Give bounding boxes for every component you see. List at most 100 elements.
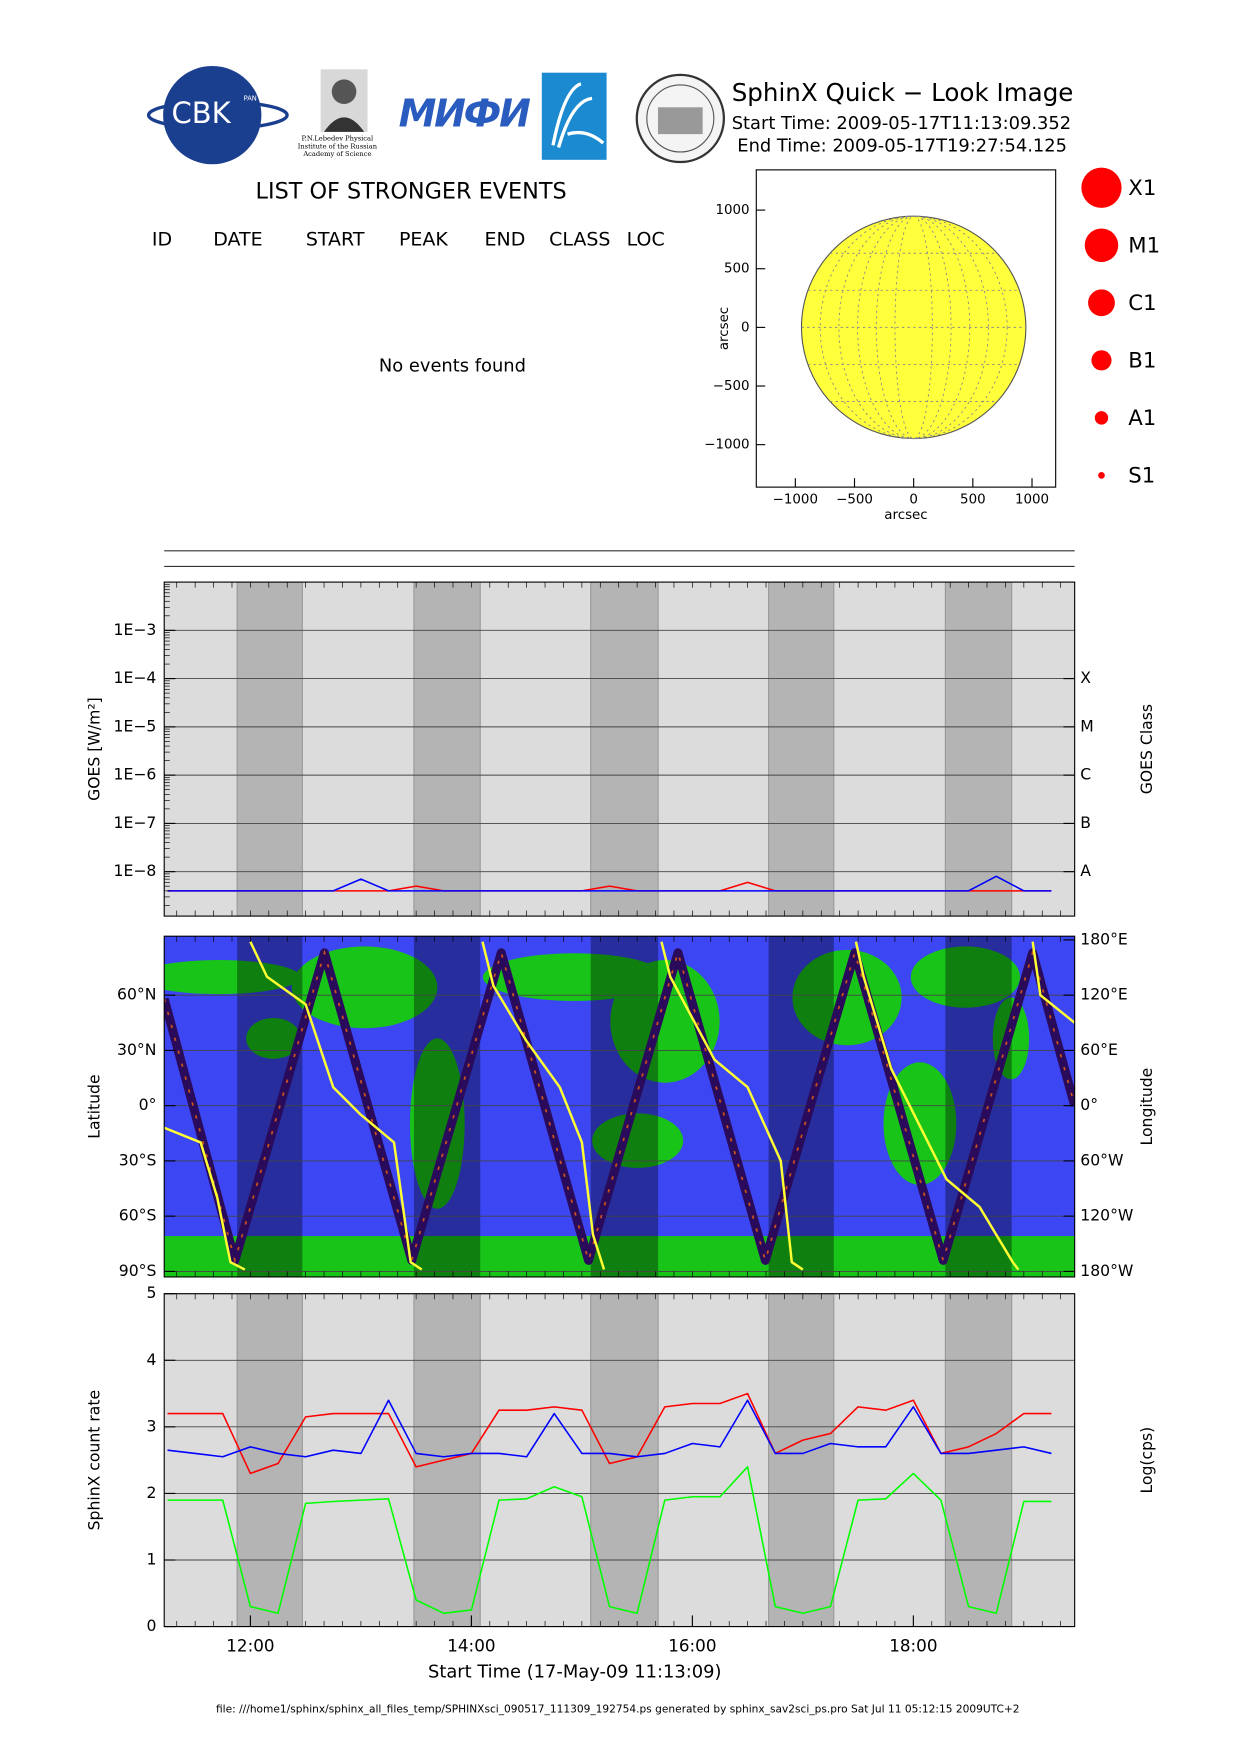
y-tick-label: 1E−8 [114, 861, 157, 880]
legend-marker [1081, 167, 1122, 208]
disk-meridian [894, 215, 933, 440]
y-tick-label: 60°S [119, 1206, 157, 1225]
y-axis-title: GOES [W/m²] [84, 697, 103, 801]
x-tick-label: 14:00 [447, 1636, 495, 1656]
land [246, 1017, 301, 1059]
y-tick-label: −1000 [704, 438, 749, 453]
y-tick-label: 0 [741, 320, 750, 335]
y2-axis-title: Log(cps) [1137, 1427, 1156, 1494]
y-tick-label: 500 [724, 262, 750, 277]
land [164, 1236, 1075, 1277]
column-header: END [485, 229, 526, 251]
plot-area [164, 582, 1075, 917]
shaded-interval [944, 1293, 1013, 1627]
series-line [167, 875, 1052, 892]
x-tick-label: 1000 [1015, 492, 1049, 507]
start-time: Start Time: 2009-05-17T11:13:09.352 [732, 113, 1071, 134]
y-axis-title: Latitude [84, 1074, 103, 1138]
x-axis-title: Start Time (17-May-09 11:13:09) [428, 1661, 721, 1682]
legend-label: A1 [1128, 406, 1156, 431]
logo-text: PAN [244, 94, 257, 102]
portrait-head [331, 79, 357, 104]
column-header: ID [152, 229, 172, 251]
portrait-body [323, 117, 365, 132]
class-tick-label: M [1080, 716, 1093, 735]
shaded-interval [236, 1293, 303, 1627]
y-axis-title: arcsec [717, 307, 732, 350]
series-line [167, 1399, 1052, 1458]
y-tick-label: 5 [146, 1283, 156, 1302]
caption: Academy of Science [302, 150, 371, 158]
plot-area [164, 1293, 1075, 1627]
class-tick-label: A [1080, 861, 1091, 880]
shaded-interval [944, 582, 1013, 917]
plot-frame [163, 1293, 1076, 1628]
y2-tick-label: 60°W [1080, 1150, 1123, 1169]
events-title: LIST OF STRONGER EVENTS [256, 179, 567, 205]
caption: Institute of the Russian [298, 142, 378, 150]
seal-inner [646, 84, 715, 153]
x-tick-label: 500 [960, 492, 986, 507]
y-tick-label: 1E−7 [114, 813, 157, 832]
y2-axis-title: GOES Class [1137, 704, 1156, 794]
y-tick-label: 60°N [117, 985, 156, 1004]
y-tick-label: 0° [139, 1095, 157, 1114]
x-tick-label: 18:00 [889, 1636, 937, 1656]
seal-building [657, 107, 703, 135]
y-tick-label: 90°S [119, 1261, 157, 1280]
land [164, 960, 301, 995]
y2-tick-label: 120°W [1080, 1206, 1133, 1225]
end-time: End Time: 2009-05-17T19:27:54.125 [737, 135, 1067, 156]
logo-mifi: МИФИ [399, 92, 531, 136]
class-tick-label: B [1080, 813, 1091, 832]
title: SphinX Quick − Look Image [732, 78, 1074, 107]
legend-marker [1091, 350, 1112, 371]
plot-frame [163, 935, 1076, 1278]
y-tick-label: 1E−4 [114, 668, 157, 687]
shaded-interval [413, 1293, 481, 1627]
shaded-interval [768, 582, 835, 917]
logo-square [541, 72, 607, 160]
events-message: No events found [379, 355, 526, 376]
legend-marker [1098, 472, 1105, 479]
series-line [167, 1466, 1052, 1615]
y2-tick-label: 0° [1080, 1095, 1098, 1114]
x-axis-title: arcsec [884, 508, 927, 523]
legend-label: S1 [1128, 464, 1155, 489]
class-tick-label: X [1080, 668, 1091, 687]
y-tick-label: 1E−3 [114, 620, 157, 639]
logo-lebedev: P.N.Lebedev Physical Institute of the Ru… [298, 69, 378, 158]
y2-tick-label: 180°W [1080, 1261, 1133, 1280]
x-tick-label: 12:00 [226, 1636, 274, 1656]
column-header: PEAK [399, 229, 448, 251]
legend-label: X1 [1128, 176, 1156, 201]
column-header: CLASS [549, 229, 610, 251]
y-tick-label: 1000 [716, 203, 750, 218]
class-tick-label: C [1080, 765, 1091, 784]
x-tick-label: −1000 [773, 492, 818, 507]
y-tick-label: 30°S [119, 1150, 157, 1169]
y-tick-label: 1E−6 [114, 765, 157, 784]
series-line [164, 949, 1075, 1264]
shaded-interval [590, 582, 659, 917]
x-tick-label: −500 [836, 492, 873, 507]
legend-label: C1 [1128, 291, 1156, 316]
logo-arcs [551, 82, 605, 148]
logo-text: CBK [171, 96, 231, 130]
legend-marker [1094, 411, 1109, 425]
plot-frame [163, 581, 1076, 917]
legend-marker [1084, 228, 1119, 263]
shaded-interval [413, 582, 481, 917]
plot-area [164, 936, 1075, 1277]
shaded-interval [768, 1293, 835, 1627]
legend-label: B1 [1128, 348, 1156, 373]
y-tick-label: 2 [146, 1483, 156, 1502]
y2-axis-title: Longitude [1137, 1068, 1156, 1146]
caption: P.N.Lebedev Physical [302, 135, 374, 143]
y-tick-label: 4 [146, 1350, 156, 1369]
column-header: DATE [213, 229, 262, 251]
y-tick-label: 3 [146, 1416, 156, 1435]
y-tick-label: 1E−5 [114, 716, 157, 735]
y-tick-label: 30°N [117, 1040, 156, 1059]
